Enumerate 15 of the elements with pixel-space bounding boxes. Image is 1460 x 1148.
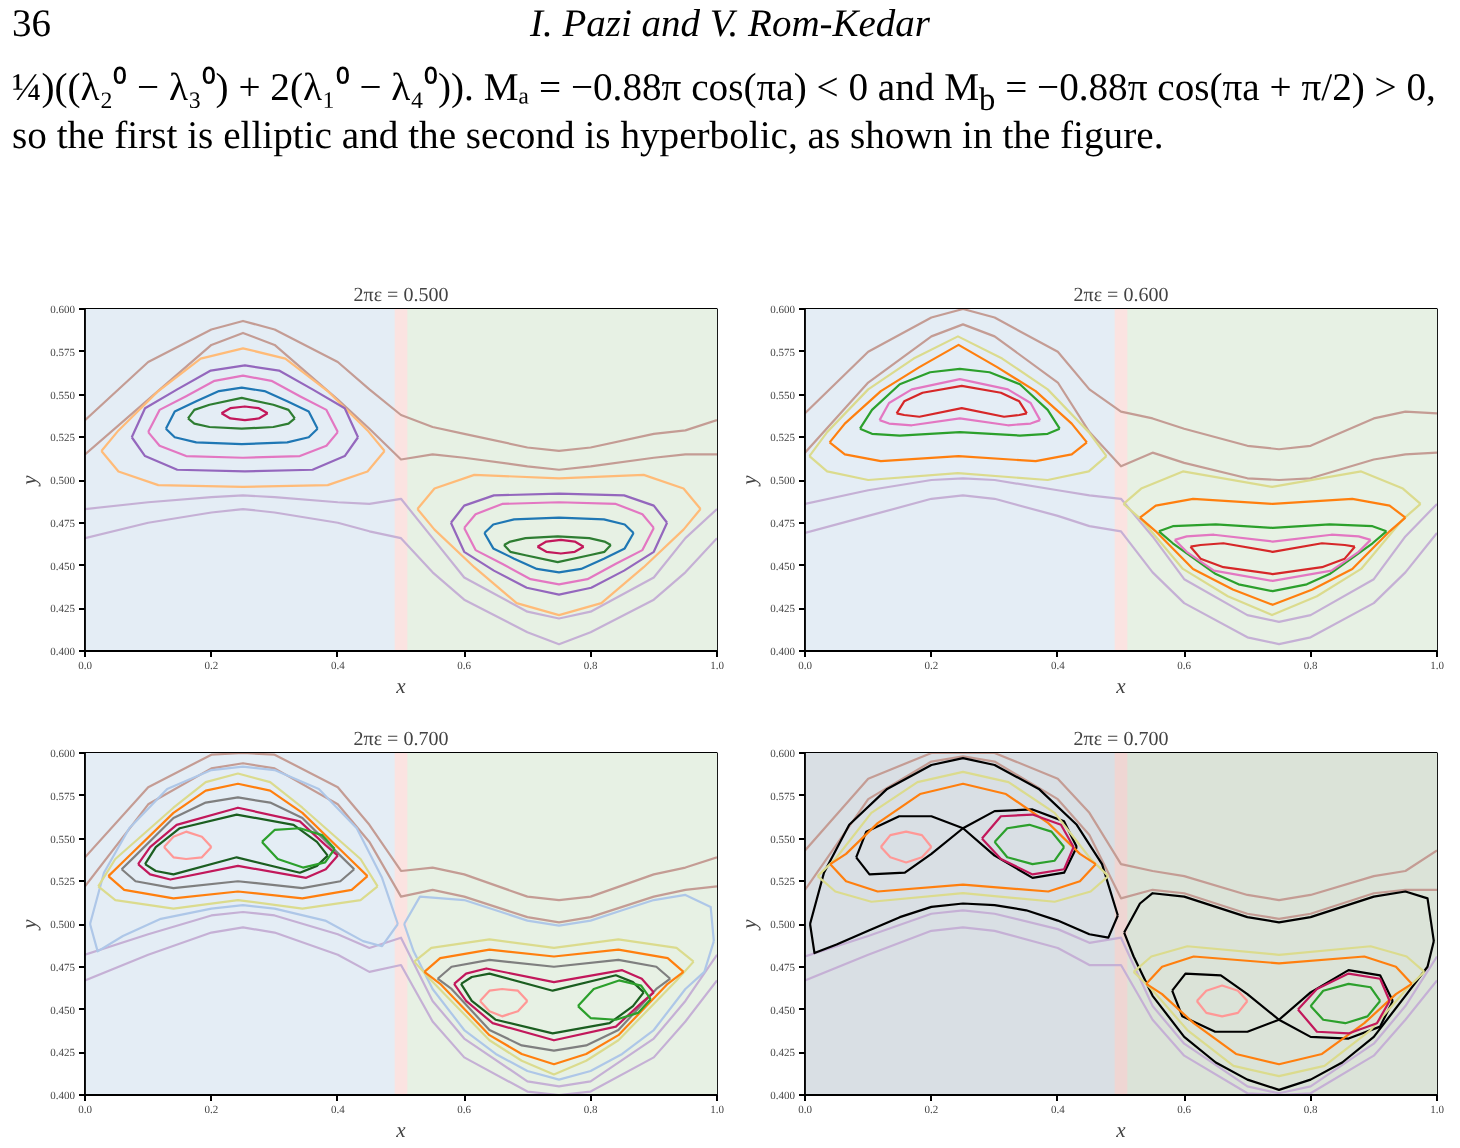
- text: 36: [12, 4, 51, 46]
- x-axis-title: x: [394, 1121, 407, 1143]
- x-axis-title: x: [1114, 1121, 1127, 1143]
- text: I. Pazi and V. Rom-Kedar: [529, 4, 931, 46]
- chart-title: 2πε = 0.500: [353, 285, 449, 307]
- y-axis-title: y: [20, 474, 43, 487]
- y-axis-title: y: [740, 474, 763, 487]
- x-axis-title: x: [394, 677, 407, 699]
- x-axis-title: x: [1114, 677, 1127, 699]
- y-axis-title: y: [740, 918, 763, 931]
- chart-title: 2πε = 0.700: [1073, 729, 1169, 751]
- y-axis-title: y: [20, 918, 43, 931]
- chart-title: 2πε = 0.700: [353, 729, 449, 751]
- chart-title: 2πε = 0.600: [1073, 285, 1169, 307]
- text: ¼)((λ₂⁰ − λ₃⁰) + 2(λ₁⁰ − λ₄⁰)). Mₐ = −0.88π cos(πa) < 0 and M$_{b}$ = −0.88π cos(πa + π/2) > 0, so the first is elliptic and the second is hyperbolic, as shown in the figure.: [12, 68, 1436, 159]
